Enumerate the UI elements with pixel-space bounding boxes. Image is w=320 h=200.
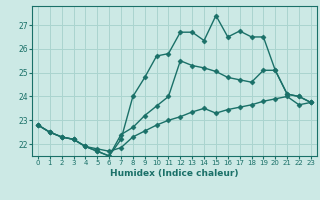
X-axis label: Humidex (Indice chaleur): Humidex (Indice chaleur)	[110, 169, 239, 178]
